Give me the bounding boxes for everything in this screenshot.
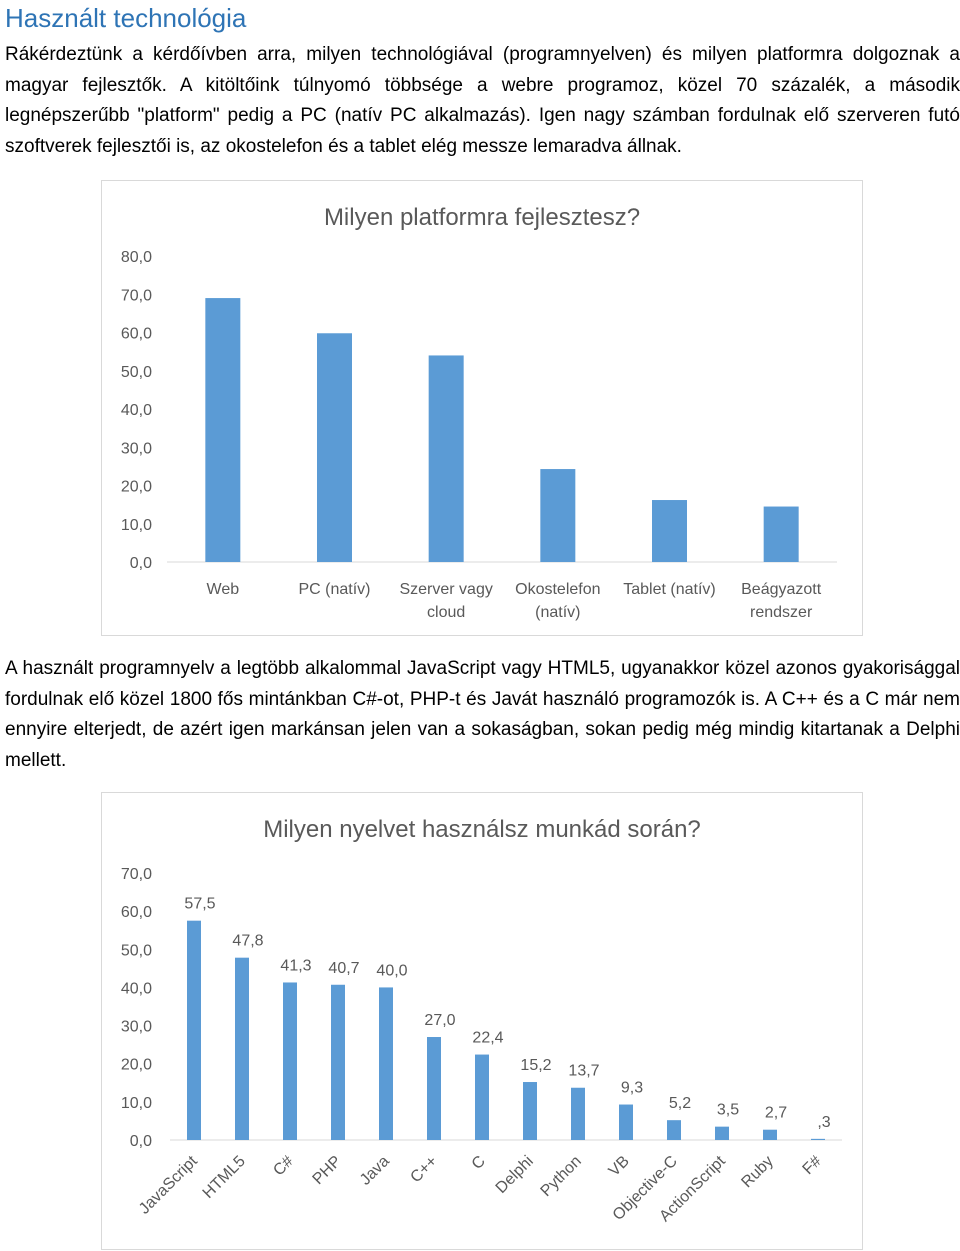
category-label: PHP [310, 1153, 345, 1188]
data-label: 27,0 [424, 1012, 455, 1029]
data-label: 22,4 [472, 1030, 503, 1047]
bar [811, 1138, 825, 1140]
y-tick-label: 10,0 [121, 517, 152, 534]
platform-chart: Milyen platformra fejlesztesz? 0,0 10,0 20,… [101, 180, 863, 636]
chart-title: Milyen platformra fejlesztesz? [324, 204, 640, 231]
section-title: Használt technológia [5, 3, 247, 33]
data-label: 15,2 [520, 1057, 551, 1074]
language-paragraph: A használt programnyelv a legtöbb alkalo… [5, 654, 960, 776]
paragraph-text: A használt programnyelv a legtöbb alkalo… [5, 658, 960, 771]
y-tick-label: 20,0 [121, 479, 152, 496]
y-tick-label: 0,0 [130, 1133, 152, 1150]
data-label: 2,7 [765, 1105, 787, 1122]
y-tick-label: 30,0 [121, 440, 152, 457]
category-label: Ruby [738, 1153, 776, 1191]
y-tick-label: 40,0 [121, 402, 152, 419]
data-label: 9,3 [621, 1080, 643, 1097]
data-label: ,3 [817, 1114, 830, 1131]
bar [652, 500, 687, 562]
data-label: 41,3 [280, 957, 311, 974]
bar [428, 355, 464, 562]
category-label: C# [270, 1153, 297, 1180]
platform-chart-svg: Milyen platformra fejlesztesz? 0,0 10,0 20,… [121, 204, 837, 621]
chart-title: Milyen nyelvet használsz munkád során? [263, 816, 701, 843]
data-label: 5,2 [669, 1095, 691, 1112]
category-label: HTML5 [200, 1153, 249, 1202]
y-tick-label: 30,0 [121, 1019, 152, 1036]
data-label: 40,0 [376, 962, 407, 979]
y-tick-label: 0,0 [130, 555, 152, 572]
y-tick-label: 10,0 [121, 1095, 152, 1112]
category-label: VB [606, 1153, 633, 1180]
bar [540, 469, 576, 562]
category-label: F# [800, 1153, 825, 1178]
category-label: Delphi [493, 1153, 537, 1197]
y-tick-label: 20,0 [121, 1057, 152, 1074]
category-label: Web [207, 581, 240, 598]
bar [571, 1087, 585, 1140]
category-label: PC (natív) [298, 581, 370, 598]
bar [283, 982, 297, 1140]
category-label: Java [357, 1153, 393, 1189]
bar [205, 298, 241, 562]
data-label: 3,5 [717, 1102, 739, 1119]
y-tick-label: 60,0 [121, 326, 152, 343]
bar [667, 1120, 681, 1140]
paragraph-text: Rákérdeztünk a kérdőívben arra, milyen t… [5, 44, 960, 157]
bar [715, 1126, 729, 1140]
bar [427, 1037, 441, 1140]
data-label: 13,7 [568, 1063, 599, 1080]
data-label: 57,5 [184, 896, 215, 913]
bar [619, 1104, 633, 1140]
data-label: 40,7 [328, 960, 359, 977]
bar [317, 333, 352, 562]
bar [763, 1129, 777, 1140]
y-tick-label: 70,0 [121, 866, 152, 883]
y-tick-label: 70,0 [121, 287, 152, 304]
bar [235, 957, 249, 1140]
language-chart-svg: Milyen nyelvet használsz munkád során? 0,… [121, 816, 842, 1225]
bar [379, 987, 393, 1140]
category-label: C++ [407, 1153, 440, 1186]
bar [523, 1082, 537, 1140]
category-label: Beágyazott rendszer [741, 581, 822, 621]
y-tick-label: 40,0 [121, 980, 152, 997]
bar [187, 920, 201, 1140]
category-label: Tablet (natív) [623, 581, 715, 598]
y-tick-label: 50,0 [121, 364, 152, 381]
y-tick-label: 80,0 [121, 249, 152, 266]
category-label: C [469, 1153, 489, 1173]
intro-paragraph: Rákérdeztünk a kérdőívben arra, milyen t… [5, 40, 960, 162]
category-label: Python [538, 1153, 585, 1200]
category-label: Szerver vagy cloud [399, 581, 492, 621]
language-chart: Milyen nyelvet használsz munkád során? 0,… [101, 792, 863, 1250]
data-label: 47,8 [232, 933, 263, 950]
bar [475, 1054, 489, 1140]
y-tick-label: 60,0 [121, 904, 152, 921]
category-label: JavaScript [136, 1152, 201, 1217]
y-tick-label: 50,0 [121, 942, 152, 959]
category-label: Okostelefon (natív) [515, 581, 600, 621]
bar [763, 506, 799, 562]
bar [331, 984, 345, 1140]
